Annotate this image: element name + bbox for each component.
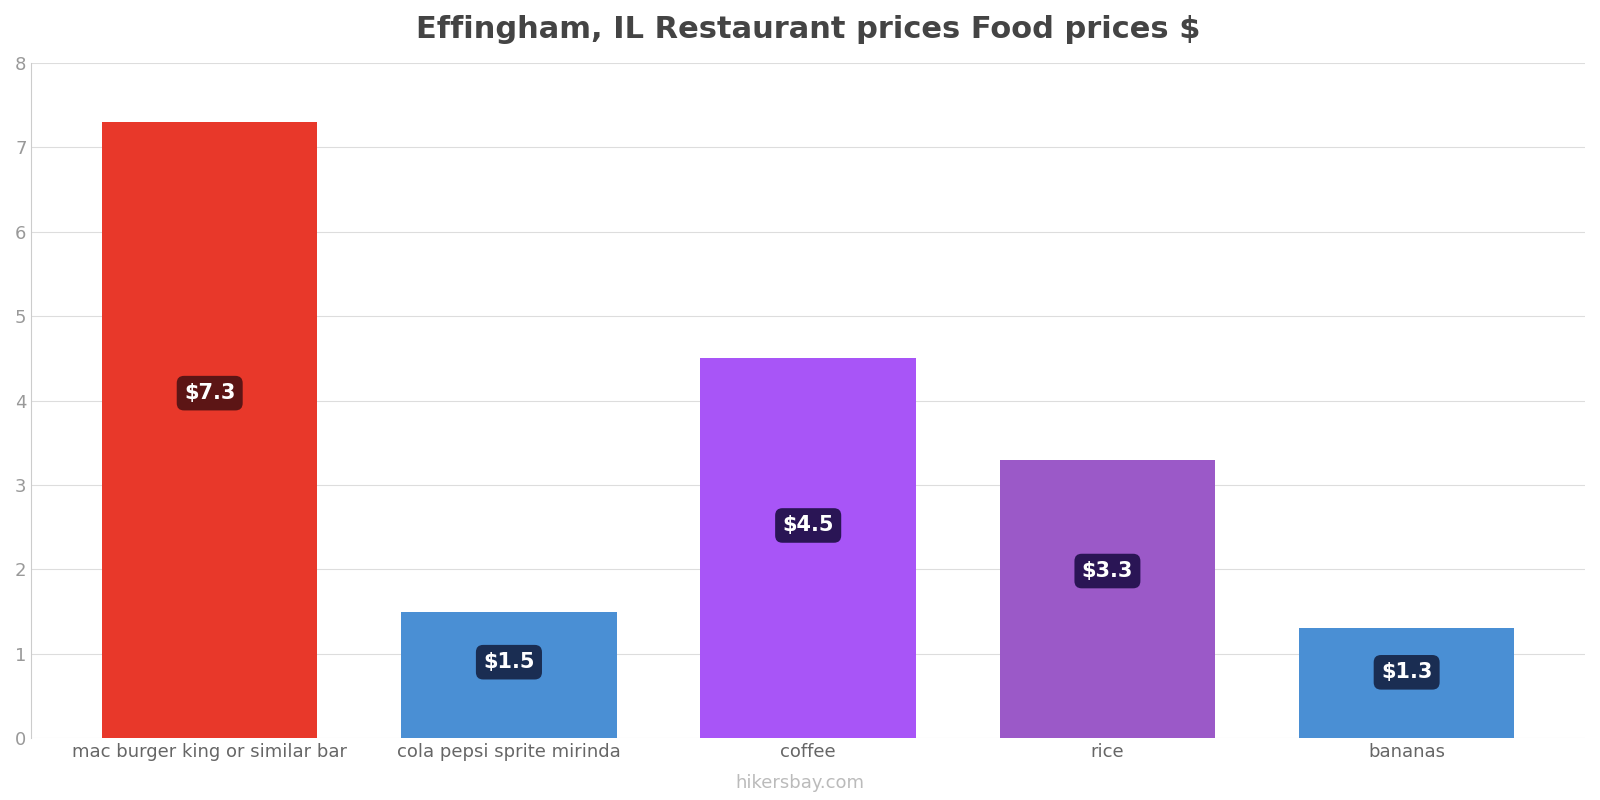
Bar xyxy=(102,122,317,738)
Text: $1.3: $1.3 xyxy=(1381,662,1432,682)
Bar xyxy=(1299,629,1514,738)
Text: $7.3: $7.3 xyxy=(184,383,235,403)
Text: $4.5: $4.5 xyxy=(782,515,834,535)
Text: $3.3: $3.3 xyxy=(1082,561,1133,581)
Text: hikersbay.com: hikersbay.com xyxy=(736,774,864,792)
Title: Effingham, IL Restaurant prices Food prices $: Effingham, IL Restaurant prices Food pri… xyxy=(416,15,1200,44)
Bar xyxy=(402,611,616,738)
Bar xyxy=(1000,460,1214,738)
Text: $1.5: $1.5 xyxy=(483,652,534,672)
Bar xyxy=(701,358,915,738)
